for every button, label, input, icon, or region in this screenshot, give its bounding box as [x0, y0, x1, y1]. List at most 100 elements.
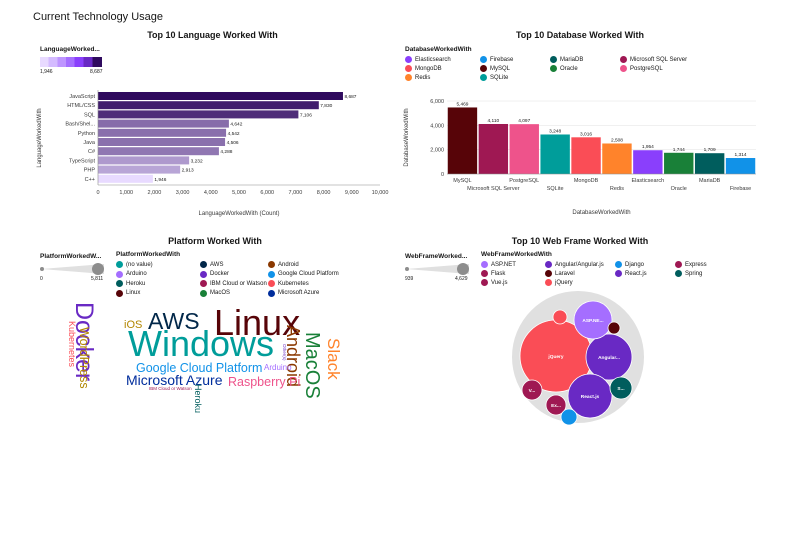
word-cloud-word[interactable]: WordPress [77, 327, 91, 389]
platform-size-max: 5,811 [91, 276, 104, 282]
database-y-tick: 6,000 [430, 99, 444, 105]
platform-legend-item[interactable]: Docker [200, 270, 229, 278]
legend-label: Microsoft Azure [278, 290, 320, 296]
legend-swatch-icon [116, 261, 123, 268]
language-bar-chart: JavaScript 8,687 HTML/CSS 7,830 SQL 7,106 Bash… [37, 90, 388, 217]
language-legend-min: 1,946 [40, 69, 53, 75]
language-category-label: TypeScript [69, 158, 95, 164]
webframe-legend-item[interactable]: jQuery [545, 279, 573, 286]
database-legend-item[interactable]: MySQL [480, 65, 510, 72]
database-legend-item[interactable]: Redis [405, 74, 430, 81]
language-category-label: JavaScript [69, 94, 95, 100]
language-value-label: 2,913 [182, 168, 194, 174]
webframe-legend-item[interactable]: Express [675, 261, 707, 268]
database-legend-item[interactable]: Elasticsearch [405, 56, 451, 63]
language-category-label: SQL [84, 112, 95, 118]
database-legend-item[interactable]: MariaDB [550, 56, 583, 63]
platform-word-cloud: Windows Linux Docker AWS Android MacOS Slack Go… [30, 232, 400, 432]
webframe-legend-item[interactable]: Flask [481, 270, 505, 277]
webframe-legend-item[interactable]: Django [615, 261, 644, 268]
webframe-legend-item[interactable]: Laravel [545, 270, 575, 277]
word-cloud-word[interactable]: Other(s) [282, 344, 287, 361]
legend-swatch-icon [116, 289, 123, 297]
language-x-tick: 4,000 [204, 190, 218, 196]
platform-legend-item[interactable]: IBM Cloud or Watson [200, 280, 267, 287]
legend-swatch-icon [481, 279, 488, 286]
word-cloud-word[interactable]: Microsoft Azure [126, 372, 223, 388]
platform-legend-item[interactable]: Android [268, 261, 299, 268]
legend-label: Flask [491, 270, 506, 277]
webframe-bubble [609, 376, 633, 400]
legend-swatch-icon [481, 270, 488, 277]
database-legend-title: DatabaseWorkedWith [405, 46, 472, 53]
database-legend-item[interactable]: MongoDB [405, 65, 442, 72]
database-value-label: 3,248 [549, 128, 561, 134]
platform-legend-item[interactable]: AWS [200, 261, 223, 268]
webframe-bubble-label: S... [617, 386, 624, 392]
word-cloud-word[interactable]: Arduino [264, 363, 292, 372]
database-legend-item[interactable]: PostgreSQL [620, 65, 663, 72]
word-cloud-word[interactable]: IBM Cloud or Watson [149, 386, 192, 391]
word-cloud-word[interactable]: iOS [124, 319, 143, 331]
legend-swatch-icon [116, 280, 123, 287]
database-legend-item[interactable]: Microsoft SQL Server [620, 56, 687, 63]
language-value-label: 4,542 [228, 131, 240, 137]
webframe-legend-item[interactable]: Spring [675, 270, 702, 277]
legend-swatch-icon [200, 270, 207, 278]
database-value-label: 1,744 [673, 147, 685, 153]
platform-legend-item[interactable]: (no value) [116, 261, 153, 268]
legend-swatch-icon [620, 65, 627, 72]
webframe-legend: ASP.NET Angular/Angular.js Django Express Fl… [481, 261, 756, 291]
database-value-label: 3,016 [580, 131, 592, 137]
language-category-label: Python [78, 131, 95, 137]
platform-legend-item[interactable]: MacOS [200, 289, 231, 297]
database-legend-item[interactable]: Firebase [480, 56, 513, 63]
legend-label: Vue.js [491, 279, 508, 286]
database-bar [540, 134, 570, 174]
platform-legend-item[interactable]: Heroku [116, 280, 145, 287]
word-cloud-word[interactable]: Windows [128, 323, 275, 364]
legend-label: Angular/Angular.js [555, 261, 604, 268]
platform-legend-item[interactable]: Arduino [116, 270, 147, 278]
language-bar [98, 174, 153, 183]
language-value-label: 4,506 [227, 140, 239, 146]
word-cloud-word[interactable]: Kubernetes [67, 321, 77, 368]
legend-label: (no value) [126, 261, 153, 268]
word-cloud-word[interactable]: Heroku [193, 384, 203, 414]
language-category-label: C++ [85, 177, 95, 183]
webframe-legend-item[interactable]: React.js [615, 270, 647, 277]
platform-legend-item[interactable]: Linux [116, 289, 140, 297]
language-bar [98, 110, 299, 119]
legend-label: Redis [415, 74, 431, 81]
word-cloud-word[interactable]: Linux [214, 302, 301, 343]
legend-swatch-icon [550, 65, 557, 72]
legend-label: MacOS [210, 290, 231, 296]
word-cloud-word[interactable]: Raspberry Pi [228, 375, 301, 389]
word-cloud-word[interactable]: AWS [148, 308, 200, 334]
word-cloud-word[interactable]: Slack [324, 338, 343, 380]
legend-label: MySQL [490, 65, 511, 72]
database-value-label: 1,954 [642, 144, 654, 150]
legend-swatch-icon [550, 56, 557, 63]
language-bar [98, 165, 181, 174]
database-category-label: PostgreSQL [509, 178, 539, 184]
database-panel: Top 10 Database Worked With DatabaseWork… [400, 28, 760, 223]
webframe-legend-item[interactable]: ASP.NET [481, 261, 516, 268]
webframe-legend-title: WebFrameWorkedWith [481, 251, 552, 258]
webframe-legend-item[interactable]: Angular/Angular.js [545, 261, 604, 268]
platform-legend-item[interactable]: Google Cloud Platform [268, 270, 339, 278]
database-bar [478, 123, 509, 174]
legend-swatch-icon [200, 261, 207, 268]
platform-legend-item[interactable]: Kubernetes [268, 280, 309, 287]
word-cloud-word[interactable]: MacOS [301, 332, 323, 399]
word-cloud-word[interactable]: Google Cloud Platform [136, 361, 263, 375]
legend-label: Android [278, 261, 299, 268]
webframe-legend-item[interactable]: Vue.js [481, 279, 507, 286]
legend-swatch-icon [200, 289, 207, 297]
database-y-tick: 2,000 [430, 148, 444, 154]
database-bar [725, 158, 756, 174]
database-legend-item[interactable]: SQLite [480, 74, 508, 81]
platform-chart-title: Platform Worked With [168, 236, 262, 246]
database-legend-item[interactable]: Oracle [550, 65, 578, 72]
platform-legend-item[interactable]: Microsoft Azure [268, 289, 320, 297]
